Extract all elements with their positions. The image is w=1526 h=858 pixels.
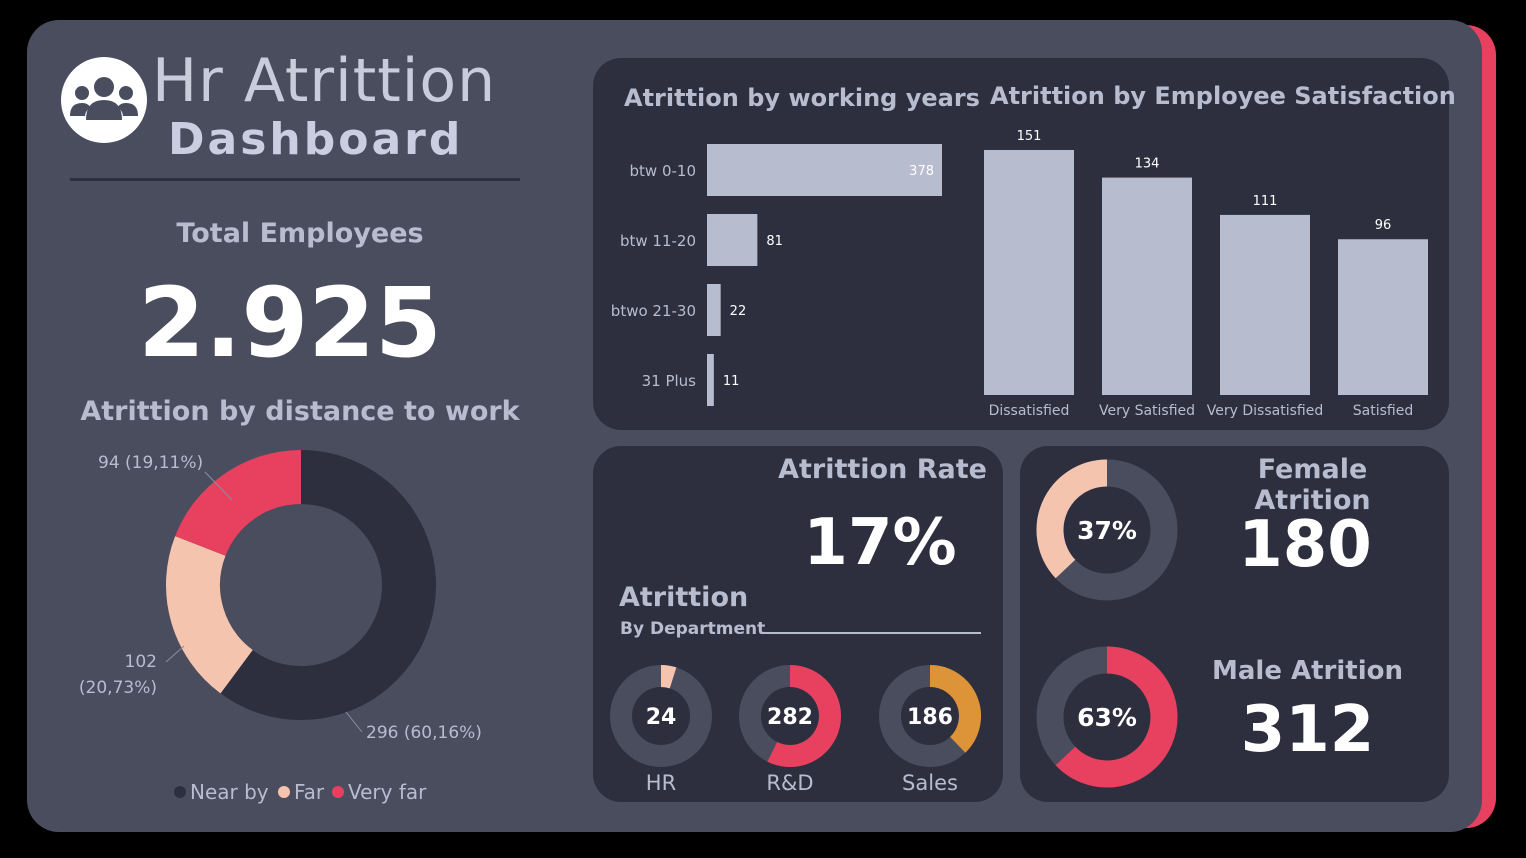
satisfaction-category-label: Dissatisfied — [989, 403, 1070, 419]
gender-pct-label: 37% — [1077, 516, 1137, 545]
total-employees-label: Total Employees — [176, 218, 424, 249]
donut-slice-near-by — [220, 450, 436, 720]
male-attrition-label: Male Atrition — [1211, 656, 1403, 686]
dept-value-label: 282 — [767, 705, 813, 730]
legend-label-far: Far — [294, 780, 325, 804]
leader-near-by — [345, 711, 363, 733]
years-value-label: 11 — [723, 374, 740, 389]
years-category-label: btw 0-10 — [630, 162, 696, 180]
satisfaction-value-label: 96 — [1375, 218, 1392, 233]
satisfaction-bar — [984, 150, 1074, 395]
legend-dot-near-by — [174, 786, 186, 798]
attrition-rate-panel — [593, 446, 1003, 802]
satisfaction-category-label: Very Dissatisfied — [1207, 403, 1323, 419]
male-attrition-value: 312 — [1240, 693, 1375, 767]
label-near-by: 296 (60,16%) — [366, 723, 482, 743]
users-group-icon — [61, 57, 147, 143]
donut-slice-far — [166, 536, 254, 694]
female-attrition-value: 180 — [1238, 508, 1372, 582]
gender-ring-value — [1036, 459, 1108, 579]
dept-ring-value — [767, 665, 841, 767]
years-value-label: 22 — [730, 304, 747, 319]
working-years-bar-chart: btw 0-10 378 btw 11-20 81 btwo 21-30 22 31 Plu… — [611, 144, 942, 406]
department-donut-charts: 24 HR 282 R&D 186 Sales — [610, 665, 981, 795]
dept-value-label: 24 — [646, 705, 677, 730]
satisfaction-bar — [1338, 239, 1428, 395]
legend-dot-far — [278, 786, 290, 798]
gender-panel — [1020, 446, 1449, 802]
dept-name-label: Sales — [902, 771, 958, 795]
dept-name-label: R&D — [766, 771, 813, 795]
years-bar — [707, 214, 758, 266]
years-category-label: btw 11-20 — [620, 232, 696, 250]
dept-ring-value — [660, 665, 677, 689]
satisfaction-value-label: 111 — [1253, 194, 1278, 209]
years-bar — [707, 144, 942, 196]
satisfaction-category-label: Very Satisfied — [1099, 403, 1195, 419]
department-title: Atrittion — [619, 582, 749, 613]
attrition-rate-label: Atrittion Rate — [778, 454, 987, 485]
label-far-pct: (20,73%) — [79, 678, 157, 698]
department-subtitle: By Department — [620, 619, 766, 639]
total-employees-value: 2.925 — [138, 267, 442, 379]
title-divider — [70, 178, 520, 181]
satisfaction-category-label: Satisfied — [1353, 403, 1413, 419]
leader-far — [165, 645, 185, 663]
leader-very-far — [204, 471, 233, 501]
label-far-count: 102 — [125, 652, 157, 672]
legend-label-near-by: Near by — [190, 780, 269, 804]
satisfaction-title: Atrittion by Employee Satisfaction — [990, 82, 1456, 110]
satisfaction-bar — [1220, 214, 1310, 395]
gender-ring-value — [1055, 646, 1178, 788]
distance-donut-chart: 94 (19,11%) 102 (20,73%) 296 (60,16%) Near b… — [79, 450, 482, 804]
years-value-label: 378 — [909, 164, 934, 179]
distance-chart-title: Atrittion by distance to work — [80, 396, 520, 427]
dashboard-title-line1: Hr Atrittion — [152, 46, 497, 116]
legend-label-very-far: Very far — [348, 780, 427, 804]
gender-pct-label: 63% — [1077, 703, 1137, 732]
working-years-title: Atrittion by working years — [624, 84, 980, 112]
years-value-label: 81 — [766, 234, 783, 249]
dashboard-title-line2: Dashboard — [168, 114, 464, 165]
satisfaction-bar-chart: 151 Dissatisfied 134 Very Satisfied 111 Very … — [984, 129, 1428, 419]
female-donut-chart: 37% — [1036, 459, 1178, 601]
years-bar — [707, 284, 721, 336]
department-divider — [762, 632, 981, 634]
male-donut-chart: 63% — [1036, 646, 1178, 788]
satisfaction-value-label: 134 — [1135, 157, 1160, 172]
years-bar — [707, 354, 714, 406]
satisfaction-bar — [1102, 177, 1192, 395]
dept-value-label: 186 — [907, 705, 953, 730]
years-category-label: btwo 21-30 — [611, 302, 696, 320]
dept-ring-value — [929, 665, 981, 753]
dept-name-label: HR — [646, 771, 676, 795]
years-category-label: 31 Plus — [642, 372, 697, 390]
female-attrition-label: Female Atrition — [1254, 454, 1371, 516]
label-very-far: 94 (19,11%) — [98, 453, 203, 473]
attrition-rate-value: 17% — [803, 506, 957, 580]
donut-slice-very-far — [175, 450, 302, 557]
legend-dot-very-far — [332, 786, 344, 798]
satisfaction-value-label: 151 — [1017, 129, 1042, 144]
